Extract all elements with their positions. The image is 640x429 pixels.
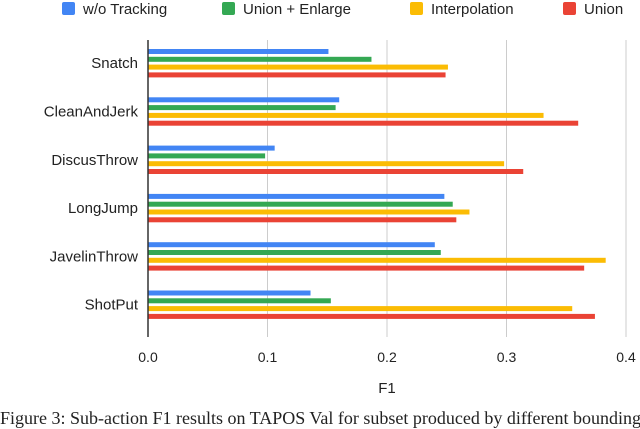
- x-tick-labels: 0.0 0.1 0.2 0.3 0.4: [138, 349, 636, 365]
- bar: [148, 145, 275, 151]
- bar: [148, 242, 435, 248]
- category-label: DiscusThrow: [51, 152, 138, 169]
- bar: [148, 217, 457, 223]
- x-tick-label: 0.4: [616, 349, 636, 365]
- bar: [148, 112, 544, 118]
- bar: [148, 209, 470, 215]
- bar: [148, 120, 579, 126]
- legend-swatch: [62, 2, 75, 15]
- legend-swatch: [410, 2, 423, 15]
- bar: [148, 290, 311, 296]
- x-tick-label: 0.1: [258, 349, 278, 365]
- bar: [148, 64, 448, 70]
- bar: [148, 153, 266, 159]
- category-label: CleanAndJerk: [44, 104, 139, 121]
- legend-label: Union: [584, 1, 623, 18]
- bar: [148, 169, 524, 174]
- bar-chart: Snatch CleanAndJerk DiscusThrow LongJump Jav…: [44, 1, 636, 397]
- x-tick-label: 0.3: [497, 349, 517, 365]
- category-labels: Snatch CleanAndJerk DiscusThrow LongJump Jav…: [44, 55, 139, 314]
- legend-label: Interpolation: [431, 1, 514, 18]
- bar: [148, 97, 340, 103]
- x-tick-label: 0.2: [377, 349, 397, 365]
- bar: [148, 193, 445, 199]
- bar: [148, 265, 585, 271]
- bar: [148, 72, 446, 78]
- legend-label: Union + Enlarge: [243, 1, 351, 18]
- legend-swatch: [222, 2, 235, 15]
- legend-swatch: [563, 2, 576, 15]
- bar: [148, 201, 453, 207]
- bar: [148, 250, 441, 255]
- category-label: LongJump: [68, 200, 138, 217]
- bar: [148, 257, 606, 263]
- x-axis-title: F1: [378, 380, 396, 397]
- bar: [148, 306, 573, 312]
- figure-caption: Figure 3: Sub-action F1 results on TAPOS…: [0, 408, 640, 428]
- bar: [148, 49, 329, 54]
- bar: [148, 161, 505, 167]
- category-label: JavelinThrow: [50, 248, 139, 265]
- bar: [148, 313, 595, 319]
- legend-label: w/o Tracking: [82, 1, 167, 18]
- legend: w/o Tracking Union + Enlarge Interpolation…: [62, 1, 623, 18]
- bar: [148, 105, 336, 111]
- x-tick-label: 0.0: [138, 349, 158, 365]
- bar: [148, 298, 331, 304]
- category-label: ShotPut: [85, 297, 139, 314]
- bar: [148, 56, 372, 62]
- bars: [148, 49, 606, 319]
- category-label: Snatch: [91, 55, 138, 72]
- gridlines: [267, 40, 627, 337]
